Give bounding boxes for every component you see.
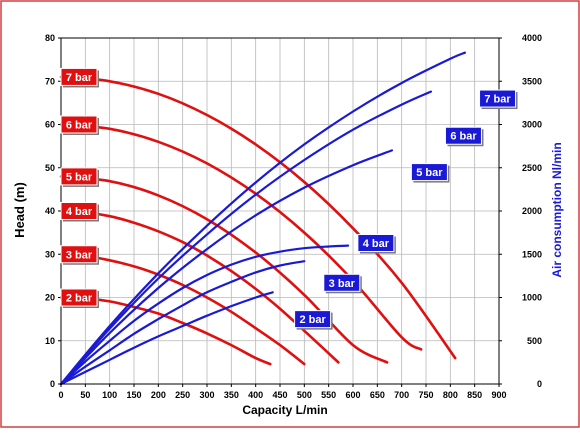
x-tick-label: 600 [345,390,360,400]
x-tick-label: 150 [126,390,141,400]
head-badge-2-bar-box [60,288,98,307]
y-tick-label: 0 [50,379,55,389]
air-badge-7-bar-label: 7 bar [484,94,511,106]
x-tick-label: 300 [199,390,214,400]
x-axis-title: Capacity L/min [242,403,327,417]
head-badge-4-bar-label: 4 bar [66,206,93,218]
head-badge-4-bar-box [60,202,98,220]
axes: 0 50 100 150 200 250 300 350 400 450 500 550 600 650 7… [45,33,542,400]
x-tick-label: 100 [102,390,117,400]
head-badge-5-bar: 5 bar [60,167,99,187]
head-badge-3-bar: 3 bar [60,245,99,265]
y-tick-label: 20 [45,293,55,303]
head-badge-6-bar-box [60,115,98,134]
y2-tick-label: 1500 [522,249,542,259]
air-curve-3-bar [59,260,306,386]
air-badge-4-bar-box [357,234,395,253]
x-tick-label: 650 [370,390,385,400]
air-badge-5-bar-box [410,163,448,182]
series-badges: 7 bar 6 bar 5 bar 4 bar 3 bar 2 bar 7 bar 6 bar… [60,67,518,330]
head-badge-6-bar-label: 6 bar [66,120,93,132]
head-badge-6-bar: 6 bar [60,115,99,135]
air-badge-3-bar: 3 bar [323,273,362,294]
y2-tick-label: 4000 [522,33,542,43]
air-curve-4-bar [59,244,350,386]
air-badge-4-bar: 4 bar [357,234,396,254]
x-tick-label: 50 [80,390,90,400]
air-badge-3-bar-label: 3 bar [329,278,356,290]
y2-tick-label: 0 [537,379,542,389]
y-tick-label: 80 [45,33,55,43]
x-tick-label: 800 [443,390,458,400]
x-tick-label: 750 [418,390,433,400]
air-curve-2-bar [59,291,274,386]
head-curve-3-bar [59,253,306,366]
y-tick-label: 50 [45,163,55,173]
x-tick-label: 400 [248,390,263,400]
head-badge-7-bar-box [60,67,98,86]
air-badge-6-bar-label: 6 bar [450,131,477,143]
y-tick-label: 60 [45,120,55,130]
head-badge-7-bar-label: 7 bar [66,72,93,84]
y-tick-label: 30 [45,249,55,259]
air-badge-6-bar: 6 bar [444,126,484,147]
head-badge-3-bar-label: 3 bar [66,249,93,261]
head-badge-7-bar: 7 bar [60,67,99,88]
air-badge-5-bar-label: 5 bar [416,167,443,179]
x-tick-label: 450 [272,390,287,400]
y2-tick-label: 2500 [522,163,542,173]
air-badge-4-bar-label: 4 bar [363,238,390,250]
air-badge-5-bar: 5 bar [410,163,450,183]
x-tick-label: 250 [175,390,190,400]
air-curve-5-bar [59,149,393,386]
head-curve-5-bar [59,175,389,364]
air-badge-2-bar: 2 bar [294,310,333,330]
air-curve-7-bar [59,51,466,386]
head-badge-3-bar-box [60,245,98,264]
head-curve-4-bar [59,209,340,364]
head-curve-7-bar [59,75,457,360]
y-axis-title: Head (m) [12,182,27,238]
air-consumption-curves [59,51,466,386]
y2-tick-label: 2000 [522,206,542,216]
head-badge-2-bar-label: 2 bar [66,293,93,305]
x-tick-label: 200 [151,390,166,400]
x-tick-label: 0 [58,390,63,400]
head-badge-5-bar-label: 5 bar [66,171,93,183]
x-tick-label: 900 [491,390,506,400]
y-tick-label: 10 [45,336,55,346]
y2-tick-label: 3000 [522,120,542,130]
air-badge-3-bar-box [323,273,361,292]
air-badge-6-bar-box [444,126,482,145]
x-tick-label: 550 [321,390,336,400]
y2-axis-title: Air consumption Nl/min [550,142,564,277]
y2-tick-label: 1000 [522,293,542,303]
air-badge-7-bar-box [479,89,517,108]
y-tick-label: 40 [45,206,55,216]
x-tick-label: 350 [224,390,239,400]
air-badge-7-bar: 7 bar [479,89,518,110]
air-badge-2-bar-label: 2 bar [299,314,326,326]
head-badge-2-bar: 2 bar [60,288,99,308]
head-badge-5-bar-box [60,167,98,186]
y2-tick-label: 500 [527,336,542,346]
x-tick-label: 850 [467,390,482,400]
air-badge-2-bar-box [294,310,332,329]
y-tick-label: 70 [45,76,55,86]
x-tick-label: 500 [297,390,312,400]
x-tick-label: 700 [394,390,409,400]
y2-tick-label: 3500 [522,76,542,86]
air-curve-6-bar [59,90,432,386]
head-badge-4-bar: 4 bar [60,202,99,222]
